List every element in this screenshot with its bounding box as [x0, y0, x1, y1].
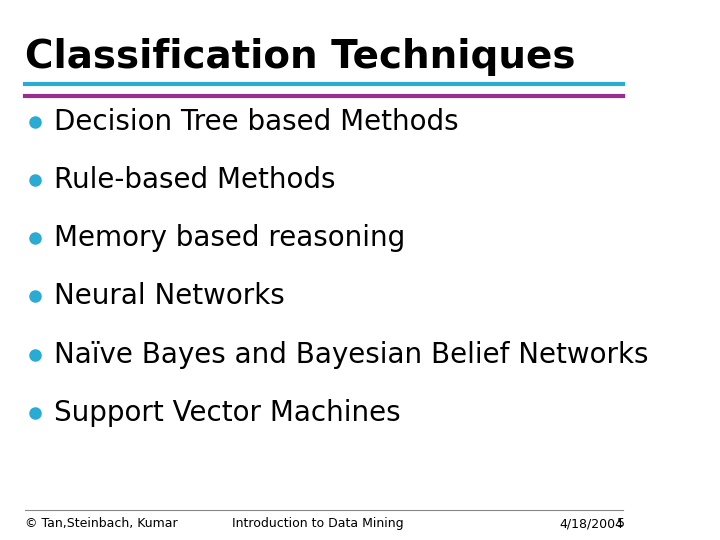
- Text: 5: 5: [617, 517, 625, 530]
- Text: Classification Techniques: Classification Techniques: [25, 38, 576, 76]
- Text: Neural Networks: Neural Networks: [54, 282, 285, 310]
- Text: Memory based reasoning: Memory based reasoning: [54, 224, 405, 252]
- Text: 4/18/2004: 4/18/2004: [559, 517, 624, 530]
- Text: Introduction to Data Mining: Introduction to Data Mining: [233, 517, 404, 530]
- Text: Decision Tree based Methods: Decision Tree based Methods: [54, 107, 459, 136]
- Text: © Tan,Steinbach, Kumar: © Tan,Steinbach, Kumar: [25, 517, 178, 530]
- Text: Support Vector Machines: Support Vector Machines: [54, 399, 401, 427]
- Text: Naïve Bayes and Bayesian Belief Networks: Naïve Bayes and Bayesian Belief Networks: [54, 341, 649, 369]
- Text: Rule-based Methods: Rule-based Methods: [54, 166, 336, 194]
